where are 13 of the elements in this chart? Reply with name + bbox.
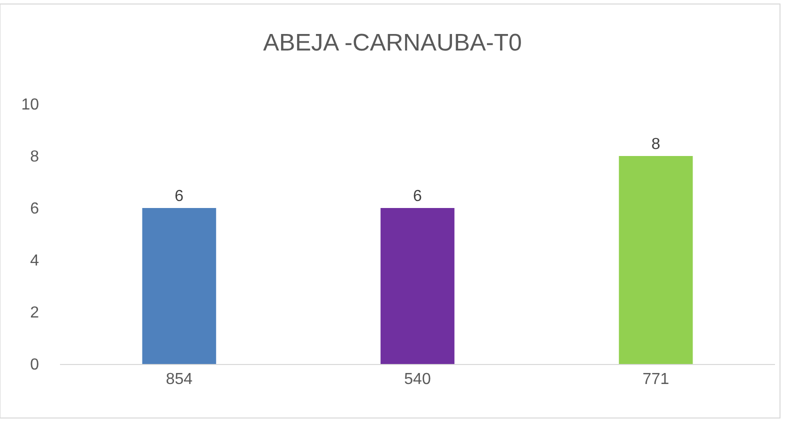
x-tick-label: 771 (642, 371, 670, 388)
y-tick-label: 4 (30, 252, 40, 270)
data-label: 8 (651, 136, 660, 153)
y-tick-label: 8 (30, 148, 40, 166)
data-label: 6 (174, 188, 184, 205)
x-tick-label: 854 (166, 371, 193, 388)
y-tick-label: 10 (21, 96, 40, 114)
y-tick-label: 6 (30, 200, 40, 218)
data-label: 6 (413, 188, 422, 205)
chart-title: ABEJA -CARNAUBA-T0 (263, 30, 522, 57)
y-tick-label: 0 (30, 356, 40, 374)
y-tick-label: 2 (30, 304, 40, 322)
x-tick-label: 540 (404, 371, 431, 388)
